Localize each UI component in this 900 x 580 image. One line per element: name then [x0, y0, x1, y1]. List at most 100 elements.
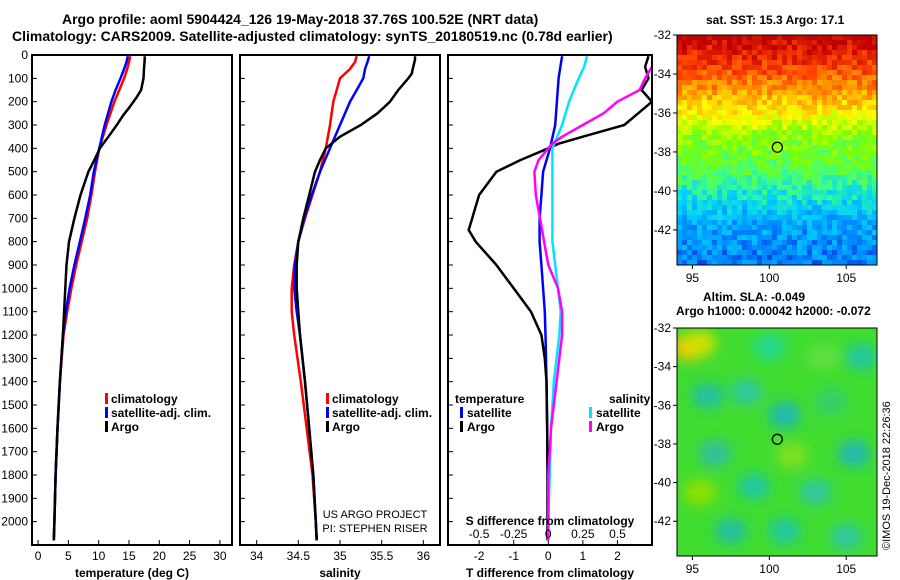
sst-map-pixel	[837, 200, 842, 205]
sst-map-pixel	[827, 210, 832, 215]
sst-map-pixel	[692, 35, 697, 40]
sst-map-pixel	[787, 125, 792, 130]
sst-map-pixel	[697, 145, 702, 150]
salinity-xlabel: salinity	[319, 566, 361, 580]
sst-map-pixel	[867, 170, 872, 175]
sst-map-pixel	[727, 100, 732, 105]
sst-map-pixel	[707, 55, 712, 60]
sst-map-pixel	[732, 240, 737, 245]
sst-map-pixel	[727, 110, 732, 115]
sst-map-pixel	[772, 160, 777, 165]
sst-map-pixel	[722, 155, 727, 160]
sst-map-pixel	[842, 220, 847, 225]
sst-map-pixel	[702, 95, 707, 100]
sst-map-pixel	[807, 225, 812, 230]
sst-map-pixel	[797, 80, 802, 85]
sst-map-pixel	[697, 110, 702, 115]
sst-map-pixel	[747, 230, 752, 235]
sst-map-pixel	[817, 260, 822, 265]
sst-map-pixel	[817, 175, 822, 180]
sst-map-pixel	[677, 160, 682, 165]
sst-map-pixel	[802, 200, 807, 205]
sst-map-pixel	[722, 50, 727, 55]
sst-map-pixel	[677, 75, 682, 80]
sst-map-pixel	[697, 185, 702, 190]
depth-tick-label: 300	[8, 118, 28, 132]
sst-map-pixel	[787, 40, 792, 45]
credit-project: US ARGO PROJECT	[323, 509, 428, 521]
sst-map-pixel	[752, 110, 757, 115]
sst-map-pixel	[842, 260, 847, 265]
sst-map-pixel	[777, 95, 782, 100]
sst-map-pixel	[852, 190, 857, 195]
sst-map-pixel	[752, 220, 757, 225]
sst-map-pixel	[782, 125, 787, 130]
sst-map-pixel	[752, 170, 757, 175]
sst-map-pixel	[722, 180, 727, 185]
sst-map-pixel	[732, 50, 737, 55]
sst-map-pixel	[717, 35, 722, 40]
sst-map-pixel	[702, 235, 707, 240]
sst-map-pixel	[792, 145, 797, 150]
salinity-legend-swatch	[326, 407, 329, 418]
sst-map-pixel	[707, 195, 712, 200]
sst-map-pixel	[757, 220, 762, 225]
sst-map-pixel	[727, 230, 732, 235]
sst-map-pixel	[857, 85, 862, 90]
sst-map-xtick-label: 105	[836, 271, 856, 285]
sst-map-pixel	[792, 250, 797, 255]
sst-map-pixel	[747, 250, 752, 255]
sst-map-pixel	[772, 240, 777, 245]
sst-map-pixel	[772, 70, 777, 75]
sst-map-pixel	[687, 220, 692, 225]
sst-map-pixel	[782, 50, 787, 55]
sst-map-pixel	[872, 215, 877, 220]
sst-map-pixel	[737, 95, 742, 100]
sst-map-pixel	[772, 185, 777, 190]
sst-map-pixel	[762, 135, 767, 140]
sst-map-pixel	[712, 185, 717, 190]
sst-map-pixel	[812, 240, 817, 245]
sst-map-pixel	[732, 200, 737, 205]
sst-map-pixel	[707, 230, 712, 235]
sst-map-pixel	[862, 150, 867, 155]
sst-map-pixel	[677, 140, 682, 145]
sst-map-pixel	[812, 105, 817, 110]
sst-map-pixel	[687, 165, 692, 170]
sst-map-pixel	[817, 110, 822, 115]
sst-map-pixel	[847, 80, 852, 85]
salinity-legend-swatch	[326, 393, 329, 404]
sst-map-pixel	[852, 100, 857, 105]
sst-map-pixel	[827, 165, 832, 170]
sst-map-pixel	[867, 205, 872, 210]
sst-map-pixel	[822, 120, 827, 125]
sst-map-pixel	[862, 85, 867, 90]
sst-map-pixel	[792, 150, 797, 155]
sst-map-pixel	[687, 110, 692, 115]
sst-map-pixel	[767, 210, 772, 215]
sst-map-pixel	[702, 140, 707, 145]
sst-map-pixel	[782, 185, 787, 190]
sst-map-ytick-label: -36	[654, 106, 672, 120]
sst-map-pixel	[792, 260, 797, 265]
sst-map-pixel	[797, 215, 802, 220]
sst-map-pixel	[847, 225, 852, 230]
sst-map-pixel	[802, 125, 807, 130]
sst-map-pixel	[692, 260, 697, 265]
sst-map-pixel	[702, 80, 707, 85]
sst-map-pixel	[752, 205, 757, 210]
sst-map-pixel	[847, 40, 852, 45]
sst-map-pixel	[842, 160, 847, 165]
sst-map-pixel	[792, 45, 797, 50]
sst-map-pixel	[782, 155, 787, 160]
sst-map-pixel	[782, 80, 787, 85]
sst-map-pixel	[857, 145, 862, 150]
sst-map-pixel	[712, 215, 717, 220]
sst-map-pixel	[692, 165, 697, 170]
sst-map-pixel	[822, 105, 827, 110]
sst-map-pixel	[872, 110, 877, 115]
diff-legend-label-s: satellite	[596, 406, 641, 420]
sla-map-anomaly-blob	[837, 440, 870, 467]
sst-map-pixel	[772, 250, 777, 255]
sst-map-pixel	[802, 80, 807, 85]
